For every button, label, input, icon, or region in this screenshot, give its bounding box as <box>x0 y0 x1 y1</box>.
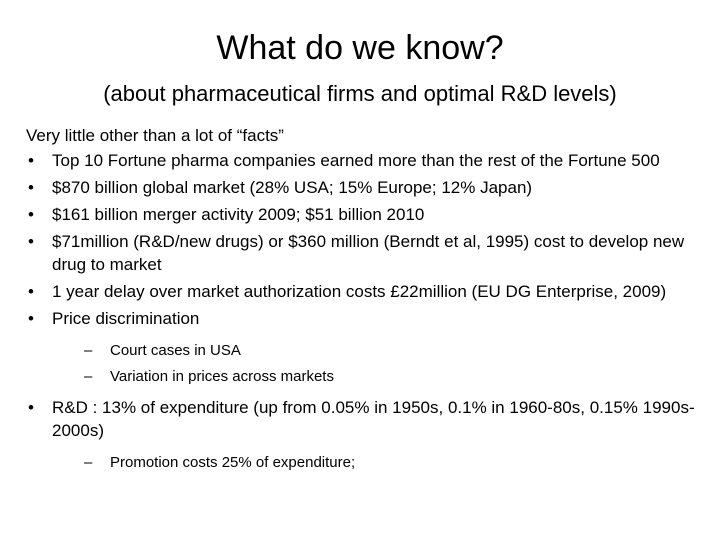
bullet-item: • 1 year delay over market authorization… <box>26 280 696 303</box>
sub-bullet-text: Court cases in USA <box>110 342 241 359</box>
sub-bullet-list: – Court cases in USA – Variation in pric… <box>52 338 696 390</box>
bullet-icon: • <box>28 151 34 170</box>
bullet-text: $71million (R&D/new drugs) or $360 milli… <box>52 232 685 274</box>
bullet-icon: • <box>28 178 34 197</box>
dash-icon: – <box>84 368 93 385</box>
bullet-icon: • <box>28 205 34 224</box>
bullet-icon: • <box>28 232 34 251</box>
bullet-text: Top 10 Fortune pharma companies earned m… <box>52 151 660 170</box>
bullet-text: $870 billion global market (28% USA; 15%… <box>52 178 533 197</box>
bullet-item: • $870 billion global market (28% USA; 1… <box>26 176 696 199</box>
slide-body: Very little other than a lot of “facts” … <box>26 124 696 482</box>
bullet-icon: • <box>28 282 34 301</box>
bullet-item: • R&D : 13% of expenditure (up from 0.05… <box>26 396 696 476</box>
bullet-item: • Price discrimination – Court cases in … <box>26 307 696 390</box>
bullet-list: • Top 10 Fortune pharma companies earned… <box>26 149 696 476</box>
bullet-text: 1 year delay over market authorization c… <box>52 282 667 301</box>
dash-icon: – <box>84 342 93 359</box>
sub-bullet-text: Promotion costs 25% of expenditure; <box>110 454 356 471</box>
bullet-text: R&D : 13% of expenditure (up from 0.05% … <box>52 398 695 440</box>
sub-bullet-item: – Variation in prices across markets <box>52 364 696 390</box>
bullet-item: • Top 10 Fortune pharma companies earned… <box>26 149 696 172</box>
slide-title: What do we know? <box>216 29 504 67</box>
intro-text: Very little other than a lot of “facts” <box>26 126 284 145</box>
dash-icon: – <box>84 454 93 471</box>
sub-bullet-item: – Court cases in USA <box>52 338 696 364</box>
sub-bullet-item: – Promotion costs 25% of expenditure; <box>52 450 696 476</box>
bullet-icon: • <box>28 309 34 328</box>
sub-bullet-list: – Promotion costs 25% of expenditure; <box>52 450 696 476</box>
bullet-text: $161 billion merger activity 2009; $51 b… <box>52 205 425 224</box>
bullet-icon: • <box>28 398 34 417</box>
bullet-item: • $161 billion merger activity 2009; $51… <box>26 203 696 226</box>
bullet-text: Price discrimination <box>52 309 200 328</box>
slide-subtitle: (about pharmaceutical firms and optimal … <box>103 81 617 106</box>
sub-bullet-text: Variation in prices across markets <box>110 368 334 385</box>
bullet-item: • $71million (R&D/new drugs) or $360 mil… <box>26 230 696 276</box>
